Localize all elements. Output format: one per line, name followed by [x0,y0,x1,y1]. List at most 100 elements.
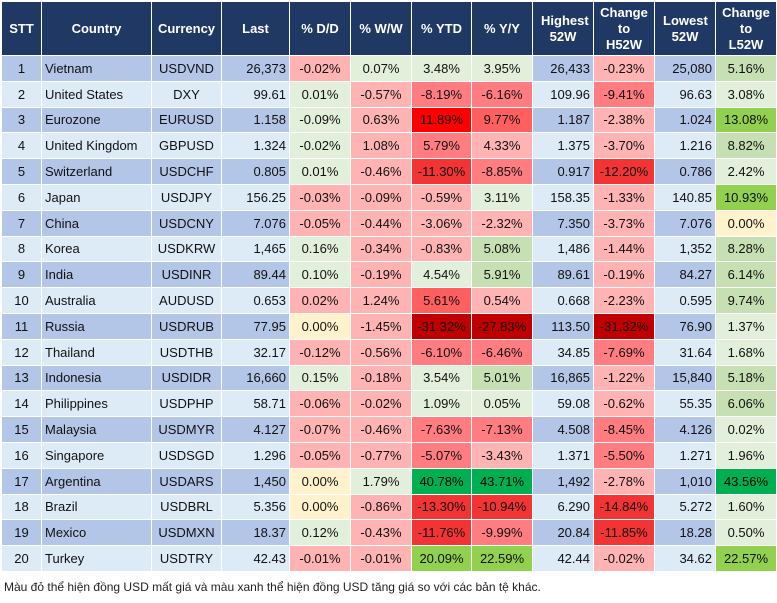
cell-currency: USDCHF [151,158,222,185]
cell-ytd: -0.83% [411,235,472,263]
cell-dd: -0.07% [289,416,351,443]
cell-dd: 0.00% [289,493,351,521]
cell-high: 89.61 [532,261,594,289]
cell-dd: 0.12% [289,519,351,547]
cell-dd: 0.16% [289,235,351,263]
cell-dd: 0.10% [289,261,351,289]
cell-low: 84.27 [654,261,716,289]
cell-low: 76.90 [654,312,716,340]
cell-ww: -0.57% [350,80,412,108]
cell-high: 42.44 [532,545,594,572]
cell-ytd: -11.30% [411,158,472,185]
cell-high: 6.290 [532,493,594,521]
cell-stt: 15 [1,416,42,443]
column-header[interactable]: Country [41,1,152,56]
table-row: 14 Philippines USDPHP 58.71 -0.06% -0.02% 1.09… [1,390,777,418]
column-header[interactable]: % D/D [289,1,351,56]
cell-dd: 0.01% [289,158,351,185]
cell-low: 25,080 [654,55,716,82]
cell-last: 4.127 [221,416,290,443]
cell-last: 1.324 [221,132,290,160]
cell-ch-high: -1.44% [593,235,655,263]
column-header[interactable]: STT [1,1,42,56]
cell-ww: -0.02% [350,390,412,418]
cell-ch-low: 1.60% [715,493,777,521]
cell-yy: 0.05% [471,390,533,418]
cell-last: 1,450 [221,467,290,495]
cell-stt: 3 [1,106,42,134]
cell-ch-high: -0.62% [593,390,655,418]
column-header-label: Change to H52W [600,4,648,52]
cell-currency: USDPHP [151,390,222,418]
cell-last: 1.296 [221,441,290,469]
cell-high: 113.50 [532,312,594,340]
cell-high: 0.668 [532,287,594,314]
column-header-label: Country [71,20,122,36]
table-body: 1 Vietnam USDVND 26,373 -0.02% 0.07% 3.48% 3.95… [1,55,777,572]
column-header[interactable]: Last [221,1,290,56]
cell-country: Turkey [41,545,152,572]
cell-dd: 0.02% [289,287,351,314]
cell-country: Switzerland [41,158,152,185]
cell-ch-high: -0.02% [593,545,655,572]
cell-stt: 16 [1,441,42,469]
column-header[interactable]: Currency [151,1,222,56]
table-row: 18 Brazil USDBRL 5.356 0.00% -0.86% -13.30% -10… [1,493,777,521]
cell-low: 0.595 [654,287,716,314]
cell-country: Australia [41,287,152,314]
cell-high: 7.350 [532,209,594,237]
column-header-label: % D/D [301,20,339,36]
cell-low: 31.64 [654,338,716,366]
cell-dd: -0.02% [289,55,351,82]
cell-country: Singapore [41,441,152,469]
cell-yy: 5.91% [471,261,533,289]
cell-ytd: 5.61% [411,287,472,314]
cell-ch-low: 2.42% [715,158,777,185]
cell-low: 140.85 [654,183,716,211]
cell-ch-low: 5.18% [715,364,777,392]
cell-last: 16,660 [221,364,290,392]
cell-high: 0.917 [532,158,594,185]
cell-ch-low: 1.96% [715,441,777,469]
cell-yy: 3.11% [471,183,533,211]
cell-ww: 1.08% [350,132,412,160]
cell-ww: -0.01% [350,545,412,572]
cell-ch-low: 6.06% [715,390,777,418]
cell-high: 1.375 [532,132,594,160]
cell-currency: USDMXN [151,519,222,547]
cell-ww: -0.46% [350,158,412,185]
table-row: 5 Switzerland USDCHF 0.805 0.01% -0.46% -11.30… [1,158,777,185]
cell-ch-low: 3.08% [715,80,777,108]
cell-ch-low: 0.02% [715,416,777,443]
cell-yy: -27.83% [471,312,533,340]
cell-country: Philippines [41,390,152,418]
column-header[interactable]: Change to H52W [593,1,655,56]
cell-ytd: -13.30% [411,493,472,521]
cell-ch-low: 6.14% [715,261,777,289]
cell-ch-low: 13.08% [715,106,777,134]
cell-ytd: 5.79% [411,132,472,160]
column-header[interactable]: % W/W [350,1,412,56]
cell-ch-high: -1.22% [593,364,655,392]
cell-last: 18.37 [221,519,290,547]
cell-ytd: 20.09% [411,545,472,572]
cell-ch-high: -2.23% [593,287,655,314]
column-header[interactable]: Lowest 52W [654,1,716,56]
cell-stt: 19 [1,519,42,547]
cell-stt: 4 [1,132,42,160]
cell-country: Mexico [41,519,152,547]
column-header[interactable]: Change to L52W [715,1,777,56]
cell-dd: -0.06% [289,390,351,418]
column-header-label: % YTD [421,20,462,36]
cell-ww: 1.24% [350,287,412,314]
cell-ch-high: -31.32% [593,312,655,340]
column-header[interactable]: % YTD [411,1,472,56]
table-row: 9 India USDINR 89.44 0.10% -0.19% 4.54% 5.91% 89… [1,261,777,289]
column-header[interactable]: Highest 52W [532,1,594,56]
cell-last: 1.158 [221,106,290,134]
cell-low: 1.024 [654,106,716,134]
table-row: 8 Korea USDKRW 1,465 0.16% -0.34% -0.83% 5.08% 1… [1,235,777,263]
column-header[interactable]: % Y/Y [471,1,533,56]
cell-yy: 43.71% [471,467,533,495]
column-header-label: Highest 52W [541,12,589,44]
